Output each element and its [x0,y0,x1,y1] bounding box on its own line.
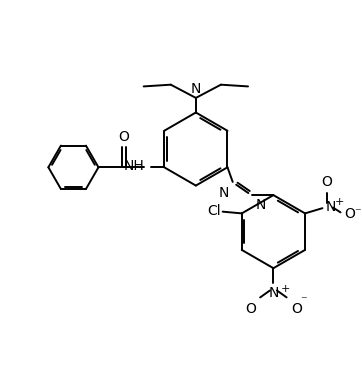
Text: NH: NH [124,159,144,173]
Text: N: N [191,82,201,96]
Text: N: N [326,200,336,214]
Text: O: O [321,175,332,189]
Text: O: O [245,302,256,316]
Text: +: + [334,197,344,207]
Text: ⁻: ⁻ [300,294,307,307]
Text: ⁻: ⁻ [354,206,360,219]
Text: O: O [345,207,355,221]
Text: N: N [256,198,266,212]
Text: O: O [118,131,129,144]
Text: N: N [268,286,279,300]
Text: Cl: Cl [208,204,221,218]
Text: +: + [281,284,290,294]
Text: O: O [291,302,302,316]
Text: N: N [218,186,228,200]
